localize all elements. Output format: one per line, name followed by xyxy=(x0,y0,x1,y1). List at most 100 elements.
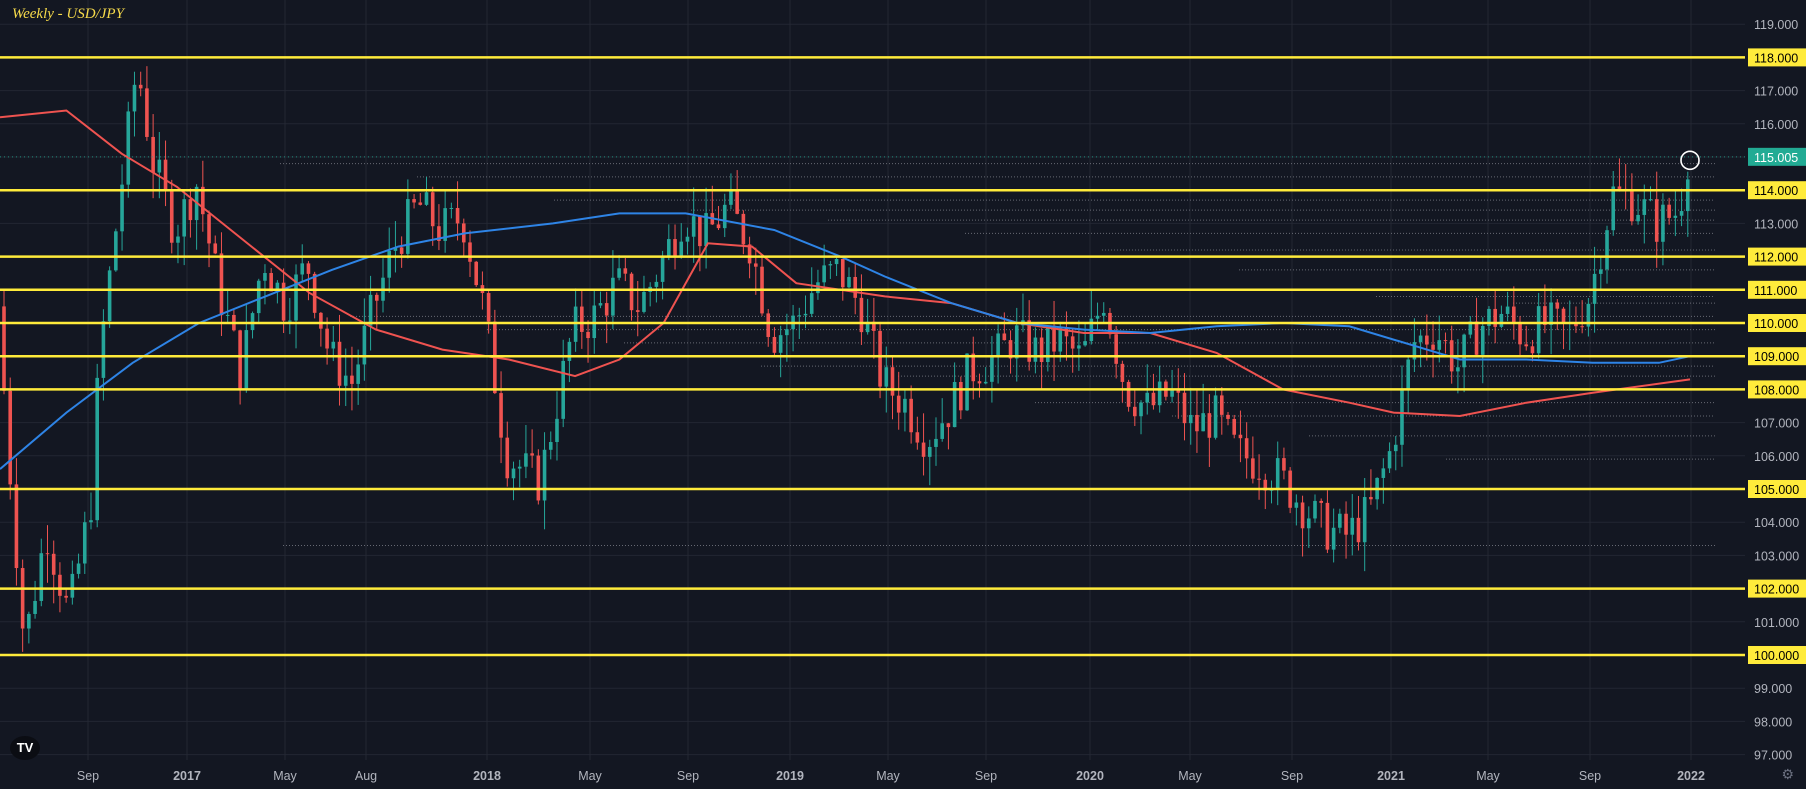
candle-body-230 xyxy=(1431,344,1435,350)
time-tick-7: 2019 xyxy=(776,769,804,783)
candle-body-199 xyxy=(1238,434,1243,439)
candle-body-191 xyxy=(1188,414,1193,424)
candle-body-35 xyxy=(219,253,224,316)
candle-body-210 xyxy=(1306,518,1311,529)
candle-body-174 xyxy=(1083,341,1087,346)
gear-icon[interactable]: ⚙ xyxy=(1781,766,1794,782)
candle-body-108 xyxy=(673,239,677,256)
candle-body-136 xyxy=(847,276,851,288)
candle-body-182 xyxy=(1133,406,1137,417)
candle-body-200 xyxy=(1244,438,1249,459)
candle-body-7 xyxy=(45,553,50,555)
candles xyxy=(2,66,1690,652)
candle-body-226 xyxy=(1406,359,1410,389)
candle-body-91 xyxy=(567,341,572,361)
price-tick-2: 99.000 xyxy=(1754,682,1792,696)
candle-body-88 xyxy=(548,442,553,450)
price-tick-7: 104.000 xyxy=(1754,516,1799,530)
candle-body-58 xyxy=(362,325,367,365)
candle-body-202 xyxy=(1257,478,1261,480)
candle-body-85 xyxy=(530,453,534,456)
candle-body-107 xyxy=(667,239,671,258)
candle-body-46 xyxy=(288,320,292,322)
candle-body-55 xyxy=(343,375,348,386)
candle-body-105 xyxy=(654,281,659,287)
candle-body-176 xyxy=(1095,315,1100,319)
time-tick-2: May xyxy=(273,769,297,783)
candle-body-130 xyxy=(809,293,814,314)
candle-body-148 xyxy=(921,442,926,457)
price-badge-bg-8 xyxy=(1748,480,1806,498)
time-tick-5: May xyxy=(578,769,602,783)
horizontal-levels[interactable] xyxy=(0,56,1745,657)
chart-title: Weekly - USD/JPY xyxy=(12,6,124,22)
candle-body-263 xyxy=(1636,214,1640,222)
time-tick-8: May xyxy=(876,769,900,783)
candle-body-158 xyxy=(983,381,988,384)
candle-body-87 xyxy=(542,449,547,501)
candle-body-215 xyxy=(1338,513,1342,528)
candle-body-81 xyxy=(505,437,510,479)
last-price-badge-label[interactable]: 115.005 xyxy=(1754,151,1798,165)
candle-body-116 xyxy=(722,204,727,229)
price-badge-bg-12 xyxy=(1748,347,1806,366)
candle-body-196 xyxy=(1219,395,1224,415)
candle-body-224 xyxy=(1393,444,1398,452)
candle-body-27 xyxy=(169,189,174,243)
candle-body-120 xyxy=(747,244,752,264)
time-tick-9: Sep xyxy=(975,769,997,783)
candle-body-113 xyxy=(704,213,708,247)
candle-body-177 xyxy=(1101,312,1106,316)
last-price-badge-bg[interactable] xyxy=(1748,147,1806,166)
candle-body-21 xyxy=(132,84,137,112)
candle-body-243 xyxy=(1512,306,1516,324)
candle-body-155 xyxy=(965,353,969,411)
candle-body-5 xyxy=(33,600,37,614)
price-tick-12: 109.000 xyxy=(1754,350,1799,364)
tradingview-logo[interactable]: TV xyxy=(10,736,40,760)
time-tick-1: 2017 xyxy=(173,769,201,783)
candle-body-101 xyxy=(629,273,634,311)
candle-body-203 xyxy=(1263,479,1268,491)
candle-body-14 xyxy=(89,520,93,523)
candle-body-251 xyxy=(1561,308,1566,323)
candle-body-112 xyxy=(698,216,702,247)
candle-body-22 xyxy=(138,84,143,89)
price-badge-bg-13 xyxy=(1748,314,1806,332)
candle-body-271 xyxy=(1685,179,1690,212)
candle-body-84 xyxy=(524,453,528,467)
candle-body-12 xyxy=(76,563,81,574)
candle-body-264 xyxy=(1642,199,1647,215)
candle-body-33 xyxy=(207,214,211,244)
candle-body-41 xyxy=(256,280,261,314)
candle-body-242 xyxy=(1505,306,1510,314)
candle-body-269 xyxy=(1673,215,1678,218)
candle-body-29 xyxy=(182,199,186,237)
candle-body-20 xyxy=(126,111,131,185)
candle-body-204 xyxy=(1269,489,1274,491)
candle-body-17 xyxy=(107,270,112,322)
candle-body-231 xyxy=(1437,340,1442,350)
time-tick-12: Sep xyxy=(1281,769,1303,783)
price-badge-bg-15 xyxy=(1748,247,1806,266)
candle-body-144 xyxy=(896,395,901,413)
price-axis[interactable]: 97.000 98.000 99.000 100.000 101.000 102.000 1… xyxy=(1748,18,1806,763)
candle-body-259 xyxy=(1611,186,1616,231)
candle-body-115 xyxy=(716,224,721,229)
candle-body-218 xyxy=(1356,517,1361,543)
candle-body-227 xyxy=(1412,342,1417,360)
time-tick-3: Aug xyxy=(355,769,377,783)
price-tick-13: 110.000 xyxy=(1754,317,1798,331)
price-tick-9: 106.000 xyxy=(1754,450,1799,464)
time-axis[interactable]: Sep 2017 May Aug 2018 May Sep 2019 May Sep 2020 May… xyxy=(77,769,1705,783)
price-tick-5: 102.000 xyxy=(1754,583,1799,597)
candle-body-65 xyxy=(406,199,410,254)
price-tick-3: 100.000 xyxy=(1754,649,1799,663)
candle-body-36 xyxy=(225,314,230,316)
candle-body-188 xyxy=(1170,389,1174,397)
candle-body-6 xyxy=(39,553,44,601)
candle-body-248 xyxy=(1543,306,1547,325)
price-badge-bg-3 xyxy=(1748,646,1806,664)
candle-body-192 xyxy=(1195,414,1199,432)
